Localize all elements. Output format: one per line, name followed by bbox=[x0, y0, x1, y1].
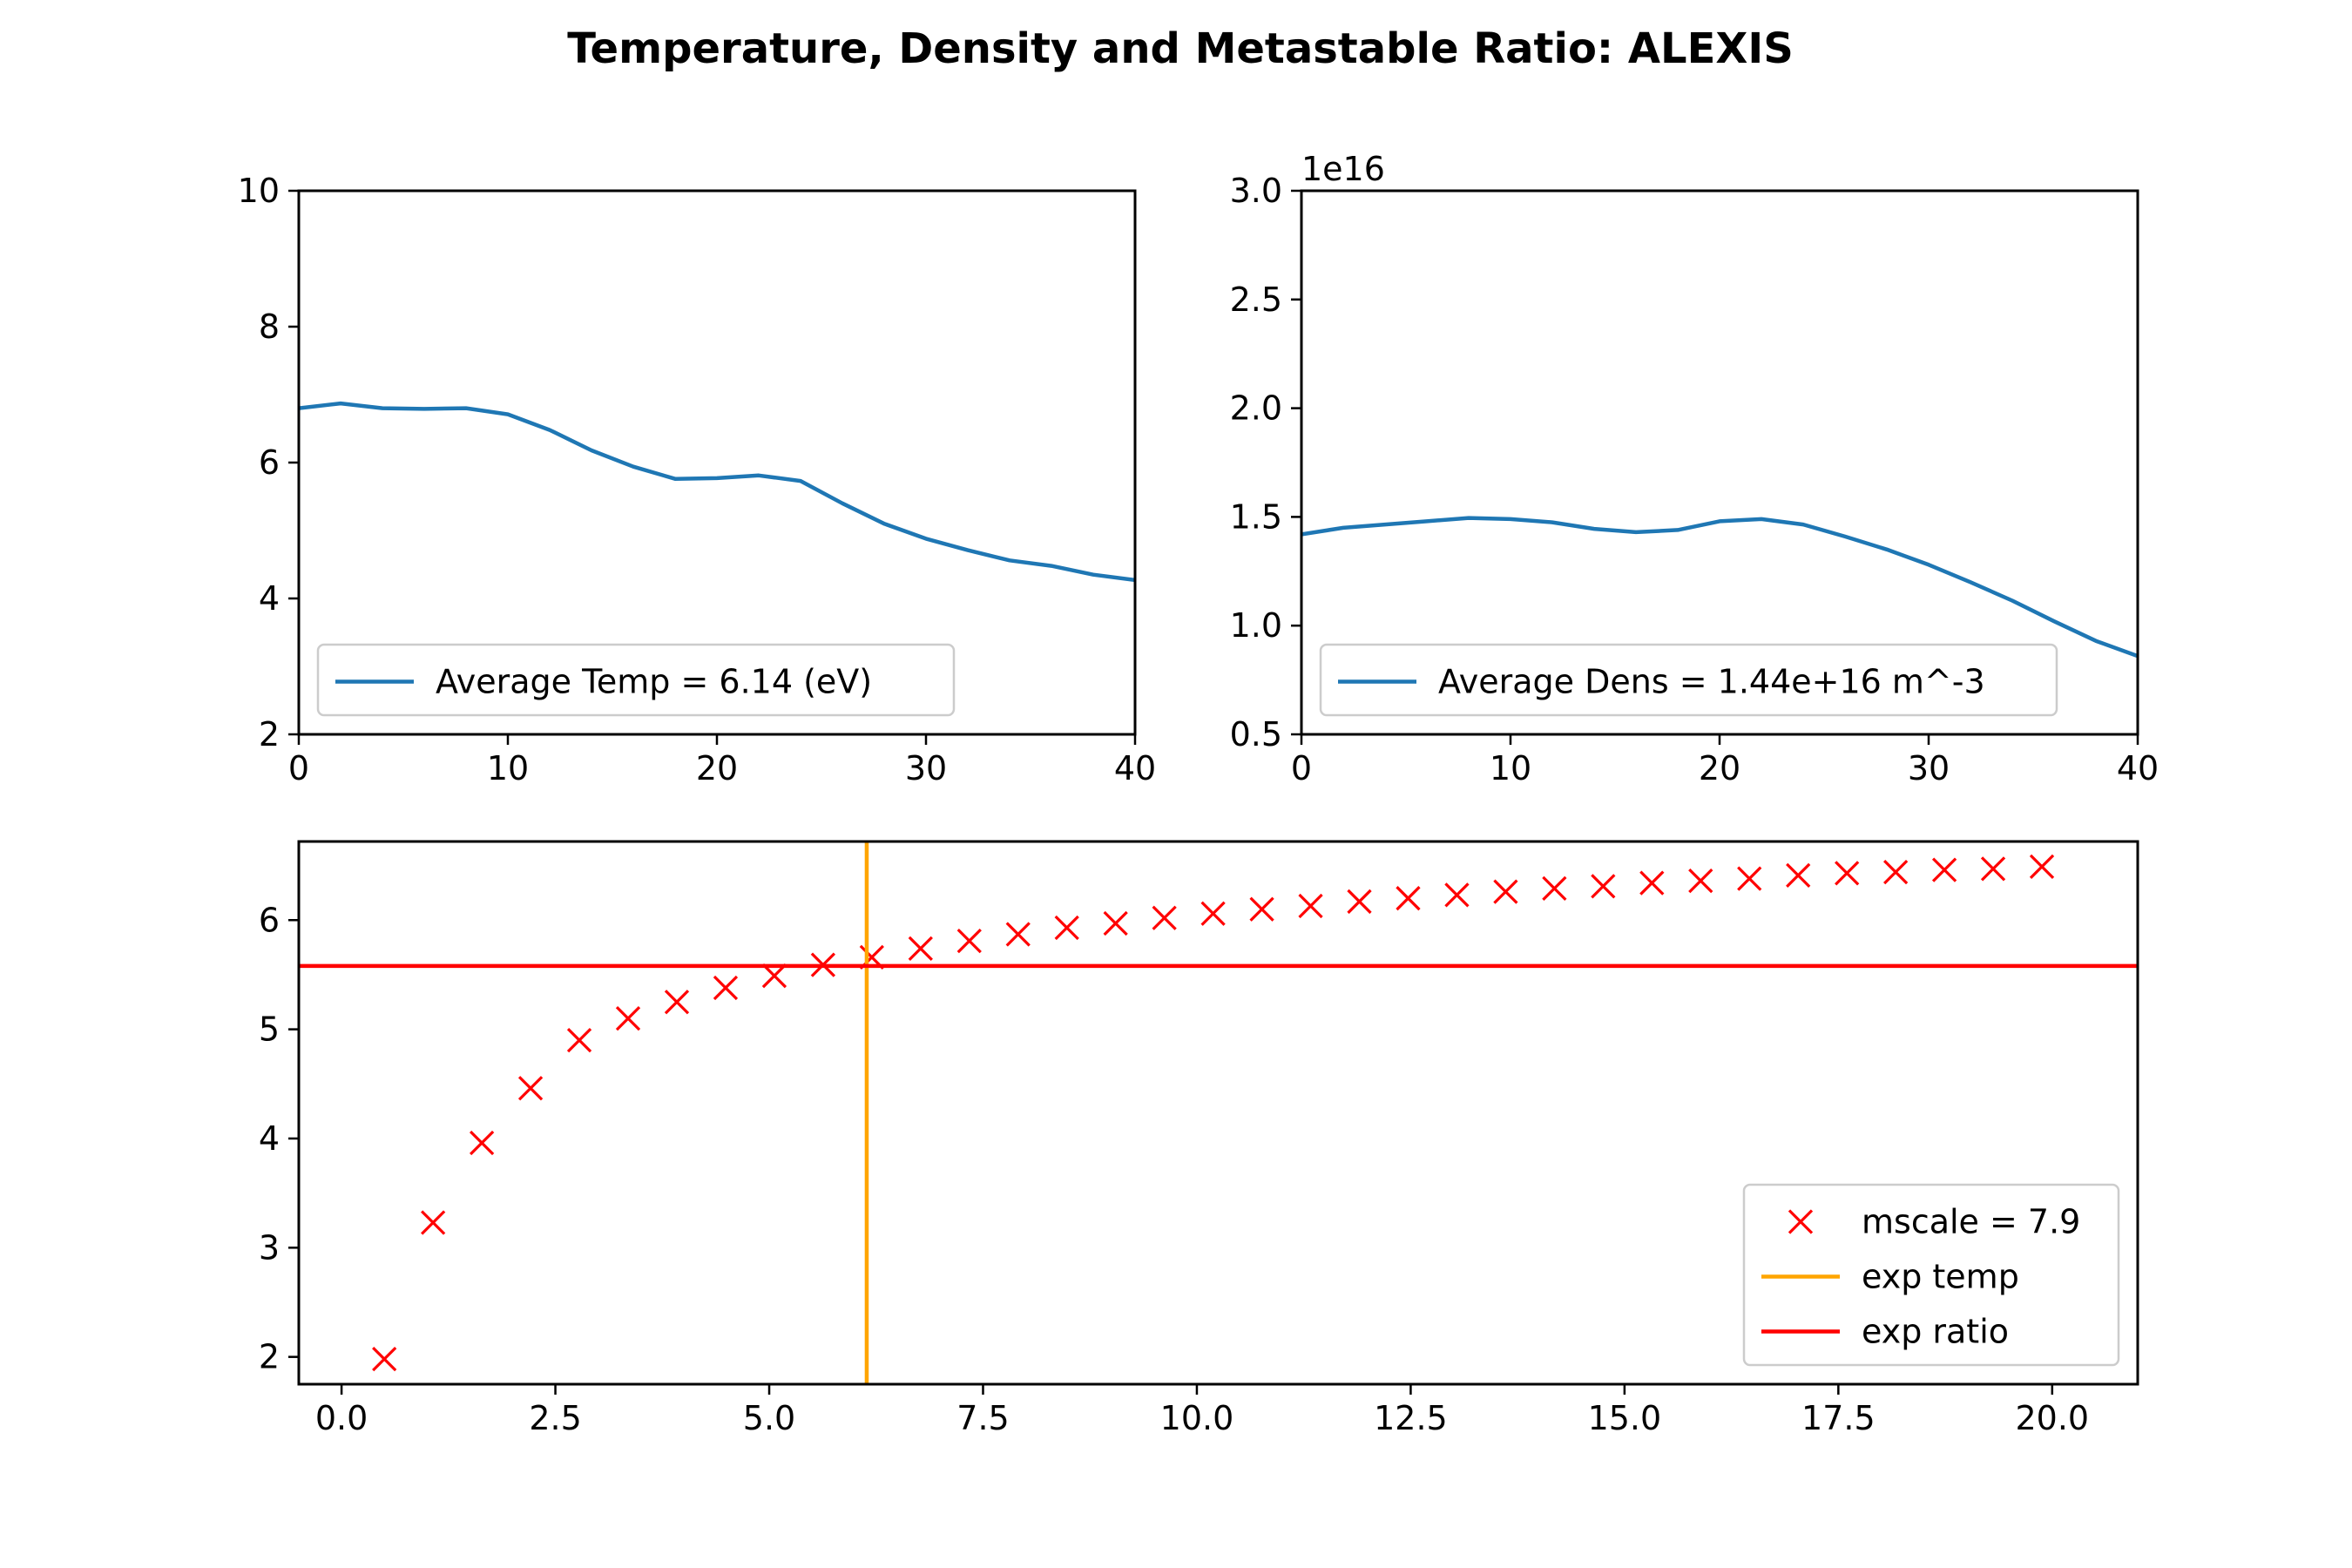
ratio-data-point bbox=[615, 1005, 641, 1031]
ratio-plot-area bbox=[299, 841, 2138, 1384]
dens-x-tick-label: 0 bbox=[1291, 749, 1312, 787]
ratio-x-tick-label: 12.5 bbox=[1374, 1399, 1448, 1437]
ratio-x-tick-label: 10.0 bbox=[1160, 1399, 1234, 1437]
ratio-data-point bbox=[1249, 896, 1274, 922]
ratio-data-point bbox=[372, 1347, 397, 1372]
dens-y-tick-label: 2.0 bbox=[1230, 389, 1282, 428]
temp-legend-box bbox=[316, 643, 956, 717]
ratio-x-tick-label: 20.0 bbox=[2016, 1399, 2090, 1437]
ratio-data-point bbox=[1103, 910, 1128, 936]
ratio-x-tick-label: 15.0 bbox=[1588, 1399, 1662, 1437]
temp-x-tick-label: 0 bbox=[288, 749, 309, 787]
ratio-data-point bbox=[2029, 854, 2055, 879]
ratio-legend-label: exp ratio bbox=[1862, 1313, 2009, 1351]
ratio-data-point bbox=[1980, 856, 2006, 882]
ratio-x-tick-label: 7.5 bbox=[956, 1399, 1009, 1437]
ratio-data-point bbox=[517, 1076, 544, 1101]
ratio-axes-frame bbox=[297, 840, 2139, 1386]
metastable-ratio-axes: 0.0 2.5 5.0 7.5 10.0 12.5 15.0 17.5 20.0 2 3 4 5 6 msc… bbox=[259, 840, 2139, 1437]
dens-legend-box bbox=[1319, 643, 2058, 717]
temp-x-tick-label: 10 bbox=[487, 749, 529, 787]
temp-x-tick-label: 30 bbox=[905, 749, 947, 787]
figure-title: Temperature, Density and Metastable Rati… bbox=[567, 24, 1794, 73]
temperature-axes: 0 10 20 30 40 2 4 6 8 10 Average Temp = 6.14 (eV) bbox=[238, 172, 1157, 787]
ratio-data-point bbox=[1931, 857, 1957, 882]
ratio-data-point bbox=[1444, 882, 1470, 908]
ratio-y-tick-label: 5 bbox=[259, 1010, 280, 1049]
ratio-data-point bbox=[421, 1210, 446, 1235]
density-axes: 0 10 20 30 40 0.5 1.0 1.5 2.0 2.5 3.0 1e16 Average D… bbox=[1230, 150, 2159, 787]
dens-y-tick-label: 2.5 bbox=[1230, 280, 1282, 319]
ratio-data-point bbox=[1396, 886, 1421, 911]
ratio-legend-box bbox=[1742, 1183, 2120, 1367]
ratio-data-point bbox=[1200, 901, 1226, 926]
ratio-data-point bbox=[713, 975, 739, 1001]
ratio-y-tick-label: 4 bbox=[259, 1119, 280, 1158]
ratio-legend: mscale = 7.9 exp temp exp ratio bbox=[1742, 1183, 2120, 1367]
ratio-data-point bbox=[908, 936, 933, 961]
dens-x-tick-label: 30 bbox=[1908, 749, 1950, 787]
ratio-data-point bbox=[1298, 893, 1323, 919]
ratio-data-point bbox=[469, 1130, 495, 1156]
ratio-data-point bbox=[1152, 905, 1177, 930]
temp-x-tick-label: 40 bbox=[1114, 749, 1156, 787]
dens-legend: Average Dens = 1.44e+16 m^-3 bbox=[1319, 643, 2058, 717]
ratio-legend-label: mscale = 7.9 bbox=[1862, 1203, 2080, 1241]
ratio-data-point bbox=[1786, 862, 1811, 888]
dens-y-tick-label: 0.5 bbox=[1230, 715, 1282, 754]
dens-legend-label: Average Dens = 1.44e+16 m^-3 bbox=[1438, 663, 1985, 701]
ratio-x-tick-label: 2.5 bbox=[529, 1399, 581, 1437]
ratio-data-point bbox=[1054, 915, 1079, 941]
ratio-x-tick-label: 5.0 bbox=[743, 1399, 795, 1437]
temp-x-tick-label: 20 bbox=[696, 749, 738, 787]
ratio-data-point bbox=[1591, 874, 1616, 899]
ratio-data-point bbox=[566, 1028, 592, 1053]
ratio-data-point bbox=[1882, 859, 1909, 885]
dens-x-tick-label: 20 bbox=[1699, 749, 1740, 787]
dens-plot-area bbox=[1301, 516, 2138, 659]
dens-series-line bbox=[1301, 516, 2138, 659]
ratio-data-point bbox=[1688, 868, 1713, 894]
ratio-x-tick-label: 0.0 bbox=[315, 1399, 368, 1437]
ratio-y-tick-label: 6 bbox=[259, 901, 280, 939]
ratio-data-point bbox=[1005, 922, 1031, 947]
dens-offset-text: 1e16 bbox=[1301, 150, 1385, 188]
ratio-x-tick-label: 17.5 bbox=[1801, 1399, 1876, 1437]
dens-y-tick-label: 3.0 bbox=[1230, 172, 1282, 210]
ratio-y-tick-label: 2 bbox=[259, 1338, 280, 1376]
ratio-legend-label: exp temp bbox=[1862, 1258, 2019, 1296]
temp-legend: Average Temp = 6.14 (eV) bbox=[316, 643, 956, 717]
dens-y-tick-label: 1.5 bbox=[1230, 497, 1282, 536]
ratio-data-point bbox=[1493, 879, 1518, 904]
temp-y-tick-label: 10 bbox=[238, 172, 280, 210]
ratio-legend-marker bbox=[1788, 1209, 1814, 1234]
ratio-data-point bbox=[761, 963, 787, 989]
dens-y-tick-label: 1.0 bbox=[1230, 606, 1282, 645]
temp-y-tick-label: 4 bbox=[259, 579, 280, 618]
dens-x-tick-label: 40 bbox=[2117, 749, 2159, 787]
temp-y-tick-label: 2 bbox=[259, 715, 280, 754]
temp-y-tick-label: 6 bbox=[259, 443, 280, 482]
ratio-data-point bbox=[1737, 866, 1762, 891]
temp-series-line bbox=[299, 401, 1135, 583]
ratio-data-point bbox=[664, 990, 690, 1015]
ratio-data-point bbox=[1835, 861, 1860, 886]
ratio-y-tick-label: 3 bbox=[259, 1228, 280, 1267]
ratio-data-point bbox=[1639, 870, 1665, 896]
temp-plot-area bbox=[299, 401, 1135, 583]
ratio-data-point bbox=[956, 928, 982, 954]
temp-y-tick-label: 8 bbox=[259, 308, 280, 346]
ratio-data-point bbox=[1347, 889, 1372, 915]
temp-legend-label: Average Temp = 6.14 (eV) bbox=[436, 663, 872, 701]
ratio-data-point bbox=[1542, 875, 1567, 902]
dens-x-tick-label: 10 bbox=[1490, 749, 1531, 787]
